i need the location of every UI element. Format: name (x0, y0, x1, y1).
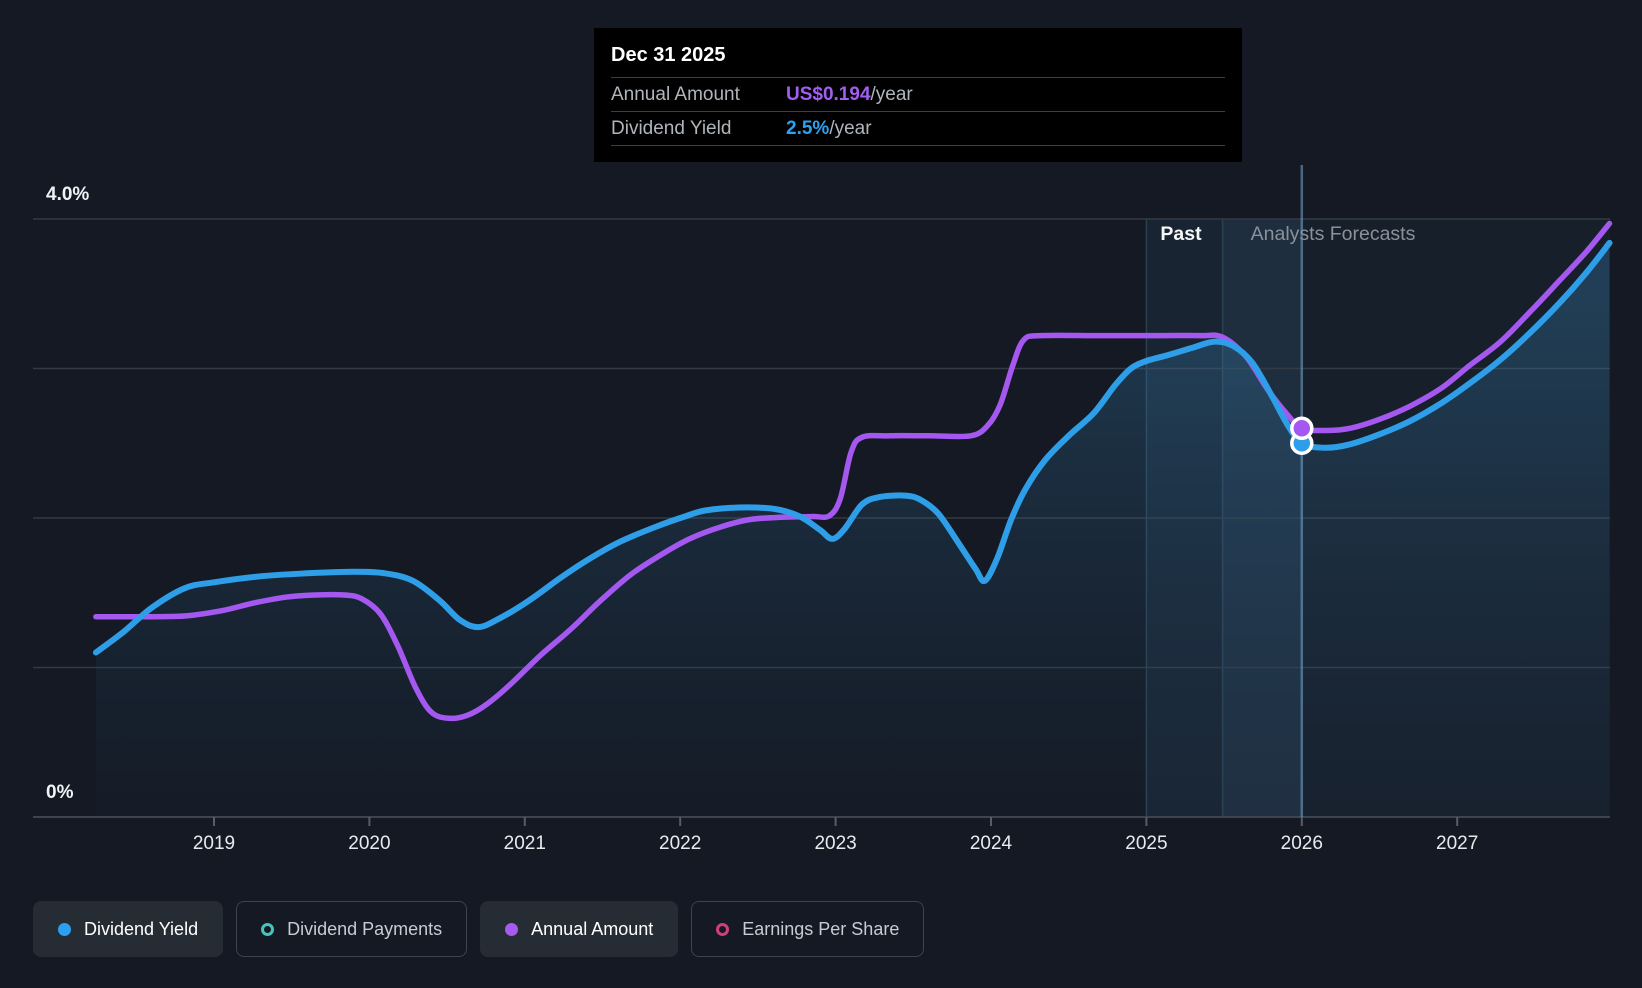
dividend-payments-swatch-icon (261, 922, 275, 936)
tooltip-value: 2.5%/year (786, 118, 872, 139)
tooltip-value: US$0.194/year (786, 84, 913, 105)
dividend-yield-swatch-icon (58, 922, 71, 936)
legend-label: Dividend Yield (84, 918, 199, 939)
chart-tooltip: Dec 31 2025 Annual Amount US$0.194/year … (594, 28, 1242, 162)
legend-label: Annual Amount (531, 918, 654, 939)
forecast-zone-label: Analysts Forecasts (1251, 223, 1416, 245)
y-axis-label: 4.0% (46, 184, 89, 205)
y-axis-label: 0% (46, 782, 74, 803)
tooltip-label: Dividend Yield (611, 118, 732, 139)
x-axis-year-label: 2020 (348, 833, 390, 854)
x-axis-year-label: 2024 (970, 833, 1013, 854)
earnings-per-share-swatch-icon (716, 922, 730, 936)
x-axis-year-label: 2026 (1281, 833, 1323, 854)
legend-label: Dividend Payments (287, 918, 443, 939)
annual-amount-marker-dot (1290, 416, 1314, 441)
legend-dividend-yield-button[interactable]: Dividend Yield (33, 901, 224, 957)
annual-amount-swatch-icon (505, 922, 519, 936)
tooltip-row-annual-amount: Annual Amount US$0.194/year (611, 78, 1225, 112)
x-axis-year-label: 2019 (193, 833, 235, 854)
tooltip-date: Dec 31 2025 (611, 28, 1225, 78)
x-axis-year-label: 2022 (659, 833, 701, 854)
x-axis-year-label: 2023 (814, 833, 856, 854)
past-zone-label: Past (1160, 223, 1202, 245)
tooltip-label: Annual Amount (611, 84, 740, 105)
legend-earnings-per-share-button[interactable]: Earnings Per Share (691, 901, 925, 957)
x-axis-year-label: 2027 (1436, 833, 1478, 854)
x-axis-year-label: 2021 (504, 833, 546, 854)
tooltip-row-dividend-yield: Dividend Yield 2.5%/year (611, 112, 1225, 146)
legend-dividend-payments-button[interactable]: Dividend Payments (236, 901, 468, 957)
chart-legend: Dividend Yield Dividend Payments Annual … (33, 901, 925, 957)
x-axis-year-label: 2025 (1125, 833, 1167, 854)
legend-label: Earnings Per Share (742, 918, 900, 939)
legend-annual-amount-button[interactable]: Annual Amount (480, 901, 679, 957)
